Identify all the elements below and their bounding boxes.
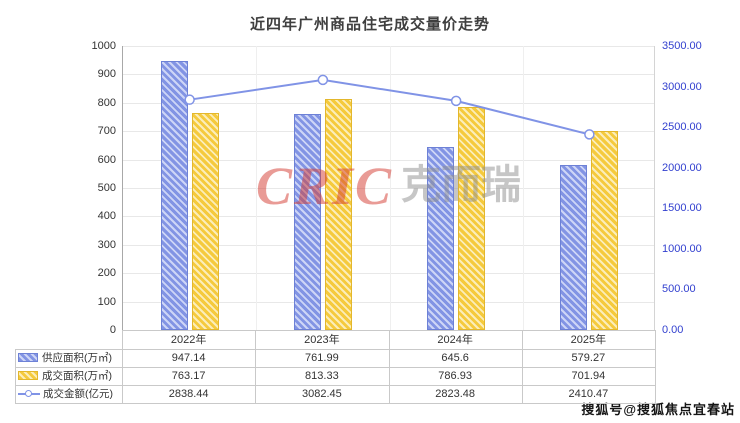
grid-line-horizontal xyxy=(123,102,654,104)
right-axis-tick-label: 3000.00 xyxy=(662,80,702,93)
legend-marker-icon xyxy=(25,390,32,397)
legend-swatch-bar-icon xyxy=(18,353,38,362)
grid-line-vertical xyxy=(256,46,258,330)
series-name: 成交面积(万㎡) xyxy=(42,370,112,382)
legend-swatch-bar-icon xyxy=(18,371,38,380)
line-marker xyxy=(184,94,195,105)
left-axis-tick-label: 700 xyxy=(97,125,116,138)
line-series xyxy=(184,74,595,140)
bar-成交面积(万㎡)-2025年 xyxy=(591,130,619,330)
right-axis-tick-label: 0.00 xyxy=(662,324,684,336)
bar-供应面积(万㎡)-2022年 xyxy=(160,61,188,330)
table-year-header: 2025年 xyxy=(570,334,607,346)
table-value: 763.17 xyxy=(171,370,206,382)
table-year-header: 2024年 xyxy=(437,334,473,346)
right-axis-tick-label: 1000.00 xyxy=(662,242,702,255)
table-border-vertical xyxy=(255,330,257,404)
table-border-horizontal xyxy=(15,385,656,386)
table-value: 579.27 xyxy=(571,352,606,364)
series-name: 供应面积(万㎡) xyxy=(42,352,112,364)
table-legend-供应面积(万㎡): 供应面积(万㎡) xyxy=(15,350,122,368)
line-marker xyxy=(584,129,595,140)
line-marker xyxy=(450,95,462,107)
table-value: 761.99 xyxy=(305,352,339,364)
left-axis-tick-label: 900 xyxy=(97,68,116,81)
grid-line-vertical xyxy=(389,46,391,330)
grid-line-horizontal xyxy=(123,74,654,76)
grid-line-horizontal xyxy=(123,244,654,246)
right-axis-tick-label: 3500.00 xyxy=(662,40,702,52)
bar-供应面积(万㎡)-2024年 xyxy=(427,146,455,330)
grid-line-horizontal xyxy=(123,159,654,161)
left-axis-tick-label: 600 xyxy=(97,153,116,166)
sohu-watermark: 搜狐号@搜狐焦点宜春站 xyxy=(581,402,735,417)
bar-供应面积(万㎡)-2023年 xyxy=(293,113,321,330)
table-value: 3082.45 xyxy=(301,388,342,400)
plot-area: CRIC 克而瑞 xyxy=(122,46,655,330)
table-value: 701.94 xyxy=(571,370,606,382)
table-value: 2410.47 xyxy=(568,388,609,400)
left-axis-tick-label: 0 xyxy=(109,324,116,336)
line-marker xyxy=(317,74,329,86)
grid-line-horizontal xyxy=(123,216,654,218)
grid-line-horizontal xyxy=(123,301,654,303)
bar-供应面积(万㎡)-2025年 xyxy=(560,165,588,330)
right-axis-tick-label: 500.00 xyxy=(662,283,696,296)
right-axis-tick-label: 2000.00 xyxy=(662,161,702,174)
left-axis-tick-label: 200 xyxy=(97,267,116,280)
grid-line-vertical xyxy=(522,46,524,330)
table-border-vertical xyxy=(122,330,123,404)
table-value: 786.93 xyxy=(438,370,472,382)
grid-line-horizontal xyxy=(123,188,654,189)
bar-成交面积(万㎡)-2024年 xyxy=(458,106,486,330)
table-value: 645.6 xyxy=(441,352,469,364)
table-year-header: 2023年 xyxy=(304,334,340,346)
table-value: 947.14 xyxy=(171,352,206,364)
chart-title: 近四年广州商品住宅成交量价走势 xyxy=(249,16,490,33)
table-year-header: 2022年 xyxy=(170,334,207,346)
bar-成交面积(万㎡)-2022年 xyxy=(191,113,219,330)
left-axis-tick-label: 300 xyxy=(97,238,116,251)
table-border-vertical xyxy=(521,330,523,404)
table-border-vertical xyxy=(655,330,656,404)
left-axis-tick-label: 100 xyxy=(97,295,116,308)
grid-line-horizontal xyxy=(123,273,654,275)
table-value: 2838.44 xyxy=(168,388,209,400)
table-border-horizontal xyxy=(15,349,656,350)
left-axis-tick-label: 1000 xyxy=(91,40,116,52)
series-name: 成交金额(亿元) xyxy=(43,388,113,400)
left-axis-tick-label: 500 xyxy=(97,182,116,194)
table-border-horizontal xyxy=(15,403,656,404)
table-value: 813.33 xyxy=(305,370,339,382)
table-border-horizontal xyxy=(15,367,656,368)
grid-line-horizontal xyxy=(123,46,654,47)
table-legend-成交面积(万㎡): 成交面积(万㎡) xyxy=(15,368,122,386)
table-legend-成交金额(亿元): 成交金额(亿元) xyxy=(15,386,122,404)
legend-swatch-line-icon xyxy=(18,390,40,398)
table-border-vertical xyxy=(15,349,16,403)
line-path xyxy=(189,78,590,136)
right-axis-tick-label: 2500.00 xyxy=(662,121,702,134)
right-axis-tick-label: 1500.00 xyxy=(662,202,702,215)
bar-成交面积(万㎡)-2023年 xyxy=(324,99,352,330)
table-border-vertical xyxy=(388,330,390,404)
grid-line-horizontal xyxy=(123,131,654,133)
table-value: 2823.48 xyxy=(435,388,475,400)
left-axis-tick-label: 800 xyxy=(97,96,116,109)
left-axis-tick-label: 400 xyxy=(97,210,116,223)
